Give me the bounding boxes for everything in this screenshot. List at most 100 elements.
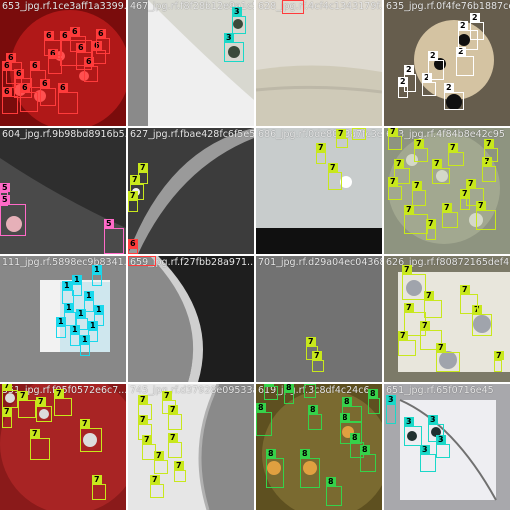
- detection-box: 6: [2, 87, 18, 114]
- detection-box: 1: [56, 317, 66, 338]
- detection-label: 6: [14, 69, 24, 78]
- detection-label: 7: [130, 175, 140, 184]
- detection-box: 5: [0, 183, 10, 206]
- detection-label: 8: [350, 433, 360, 442]
- image-tile: 659_jpg.rf.f27fbb28a971...6: [128, 256, 254, 382]
- detection-box: 2: [422, 73, 436, 96]
- detection-label: 7: [442, 203, 452, 212]
- detection-label: 7: [426, 219, 436, 228]
- image-tile: 604_jpg.rf.9b98bd8916b5... 5 5 5: [0, 128, 126, 254]
- detection-label: 3: [386, 395, 396, 404]
- detection-label: 7: [436, 343, 446, 352]
- detection-label: 7: [316, 143, 326, 152]
- detection-box: 1: [84, 291, 94, 312]
- detection-box: 7: [168, 405, 182, 430]
- detection-label: 7: [394, 159, 404, 168]
- detection-label: 2: [398, 77, 408, 86]
- detection-box: 8: [256, 403, 272, 436]
- image-tile: 619_jpg.rf.3c8df4c24c6...8888888888888: [256, 384, 382, 510]
- detection-box: 3: [420, 445, 436, 472]
- tile-image: [256, 128, 382, 254]
- detection-label: 5: [0, 183, 10, 192]
- detection-label: 1: [80, 335, 90, 344]
- detection-box: 3: [232, 7, 246, 34]
- detection-box: 2: [456, 47, 474, 76]
- detection-box: 7: [128, 191, 138, 212]
- detection-label: 2: [422, 73, 432, 82]
- detection-label: 7: [484, 139, 494, 148]
- detection-label: 6: [60, 31, 70, 40]
- detection-box: 7: [494, 351, 504, 372]
- detection-label: 7: [404, 303, 414, 312]
- detection-box: 6: [84, 57, 98, 82]
- detection-box: 7: [404, 205, 428, 234]
- detection-label: 1: [88, 321, 98, 330]
- detection-box: 6: [96, 29, 110, 54]
- detection-box: 3: [404, 417, 422, 446]
- detection-box: 7: [472, 305, 492, 336]
- image-tile: 701_jpg.rf.d29a04ec04368 7 7: [256, 256, 382, 382]
- detection-label: 7: [398, 331, 408, 340]
- detection-label: 3: [436, 435, 446, 444]
- detection-box: 5: [104, 219, 124, 254]
- detection-label: 3: [420, 445, 430, 454]
- detection-label: 6: [20, 83, 30, 92]
- detection-label: 7: [138, 163, 148, 172]
- detection-label: 1: [84, 291, 94, 300]
- detection-label: 7: [472, 305, 482, 314]
- detection-label: 6: [70, 27, 80, 36]
- detection-label: 3: [224, 33, 234, 42]
- detection-box: 7: [394, 159, 410, 184]
- detection-label: 7: [18, 391, 28, 400]
- detection-box: 7: [476, 201, 496, 230]
- image-tile: 651_jpg.rf.65f0716e45 3 3 3 3 3: [384, 384, 510, 510]
- detection-label: 7: [128, 191, 138, 200]
- detection-label: 8: [340, 413, 350, 422]
- detection-box: 7: [424, 291, 442, 318]
- detection-label: 8: [360, 445, 370, 454]
- detection-label: 7: [402, 265, 412, 274]
- image-tile: 626_jpg.rf.f80872165def4 7 7 7 7 7 7 7 7 7: [384, 256, 510, 382]
- detection-box: 7: [436, 343, 460, 372]
- image-tile: 745_jpg.rf.d37928e09533a 7 7 7 7 7 7 7 7 7: [128, 384, 254, 510]
- detection-label: 8: [308, 405, 318, 414]
- detection-label: 1: [72, 275, 82, 284]
- detection-label: 1: [76, 309, 86, 318]
- detection-box: 7: [316, 143, 326, 164]
- image-tile: 653_jpg.rf.1ce3aff1a3399... 6 6 6 6 6 6 6 6 6 6 6 6 6…: [0, 0, 126, 126]
- image-tile: 111_jpg.rf.5898ec9b8341... 1 1 1 1 1 1 1 1 1 1 1: [0, 256, 126, 382]
- detection-box: 3: [436, 435, 450, 458]
- tile-image: [384, 384, 510, 510]
- detection-label: 6: [2, 61, 12, 70]
- detection-label: 7: [328, 163, 338, 172]
- detection-box: 8: [300, 449, 320, 488]
- detection-label: 6: [30, 61, 40, 70]
- detection-label: 7: [404, 205, 414, 214]
- detection-box: 8: [266, 449, 284, 488]
- detection-box: 7: [460, 189, 470, 210]
- detection-box: 7: [328, 163, 342, 190]
- detection-label: 8: [342, 397, 352, 406]
- detection-label: 1: [56, 317, 66, 326]
- detection-box: 1: [64, 303, 76, 326]
- detection-label: 1: [70, 325, 80, 334]
- detection-label: 2: [470, 13, 480, 22]
- detection-box: 7: [92, 475, 106, 500]
- tile-image: [256, 256, 382, 382]
- detection-label: 6: [44, 31, 54, 40]
- detection-label: 7: [54, 389, 64, 398]
- detection-box: 7: [388, 177, 402, 200]
- detection-box: 1: [70, 325, 80, 346]
- detection-label: 7: [30, 429, 40, 438]
- detection-box: 7: [482, 157, 496, 182]
- detection-label: 1: [62, 281, 72, 290]
- detection-label: 6: [58, 83, 68, 92]
- detection-box: 7: [30, 429, 50, 460]
- detection-box: 7: [420, 321, 442, 350]
- detection-box: 7: [442, 203, 458, 228]
- detection-box: 7: [448, 143, 464, 166]
- detection-box: 6: [14, 69, 32, 98]
- detection-box: 3: [386, 395, 396, 424]
- detection-label: 6: [48, 49, 58, 58]
- detection-label: 7: [162, 391, 172, 400]
